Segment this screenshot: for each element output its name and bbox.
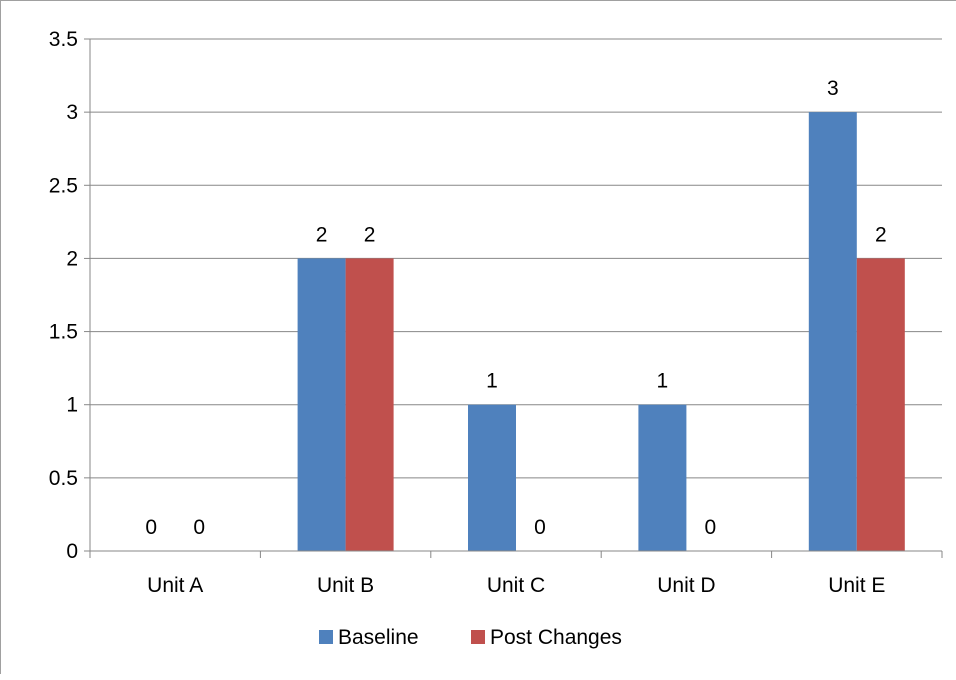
x-tick-label: Unit C bbox=[487, 574, 545, 597]
data-label: 2 bbox=[875, 223, 887, 246]
y-tick-label: 0.5 bbox=[49, 467, 78, 490]
bar-baseline bbox=[638, 404, 687, 551]
gridlines bbox=[90, 38, 942, 479]
data-label: 0 bbox=[705, 516, 717, 539]
legend: Baseline Post Changes bbox=[319, 626, 622, 649]
y-tick-label: 3 bbox=[66, 101, 78, 124]
bar-baseline bbox=[297, 258, 346, 551]
x-tick-label: Unit A bbox=[147, 574, 203, 597]
bar-baseline bbox=[808, 112, 857, 552]
y-tick-label: 1.5 bbox=[49, 321, 78, 344]
data-label: 1 bbox=[486, 370, 498, 393]
bar-baseline bbox=[468, 404, 516, 551]
data-labels: 0 0.5 1 1.5 2 2.5 3 3.5 0 0 Unit A 2 2 Unit B 1 0 Unit C… bbox=[49, 28, 887, 597]
y-tick-label: 1 bbox=[66, 394, 78, 417]
x-tick-label: Unit D bbox=[657, 574, 715, 597]
data-label: 2 bbox=[364, 223, 376, 246]
bars bbox=[297, 112, 905, 552]
data-label: 0 bbox=[145, 516, 157, 539]
y-tick-label: 2.5 bbox=[49, 174, 78, 197]
legend-swatch bbox=[319, 630, 333, 644]
data-label: 2 bbox=[316, 223, 328, 246]
data-label: 0 bbox=[193, 516, 205, 539]
bar-post-changes bbox=[345, 258, 394, 551]
x-tick-label: Unit E bbox=[828, 574, 885, 597]
bar-post-changes bbox=[856, 258, 905, 551]
axes bbox=[84, 38, 943, 558]
legend-label: Post Changes bbox=[490, 626, 622, 649]
legend-swatch bbox=[471, 630, 485, 644]
data-label: 0 bbox=[534, 516, 546, 539]
data-label: 1 bbox=[657, 370, 669, 393]
y-tick-label: 0 bbox=[66, 540, 78, 563]
data-label: 3 bbox=[827, 77, 839, 100]
y-tick-label: 2 bbox=[66, 247, 78, 270]
x-tick-label: Unit B bbox=[317, 574, 374, 597]
y-tick-label: 3.5 bbox=[49, 28, 78, 51]
legend-label: Baseline bbox=[338, 626, 419, 649]
